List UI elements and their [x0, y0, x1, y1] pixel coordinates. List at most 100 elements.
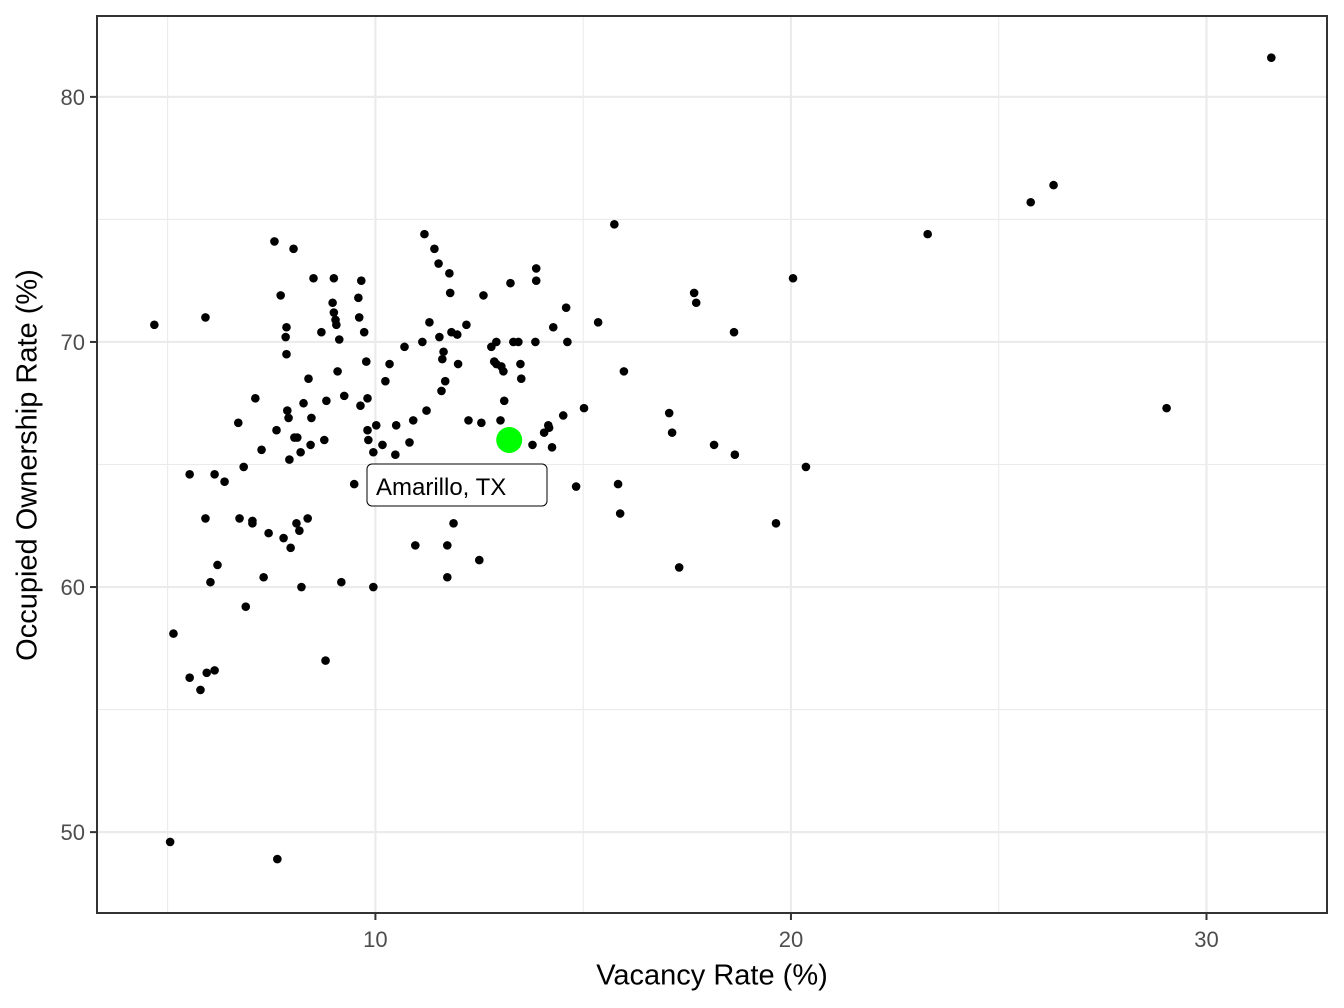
data-point	[437, 386, 446, 396]
data-point	[321, 656, 330, 665]
data-point	[297, 582, 306, 592]
label-box	[366, 463, 548, 507]
data-point	[251, 394, 260, 403]
data-point	[801, 462, 811, 472]
data-point	[492, 337, 501, 347]
y-axis-title: Occupied Ownership Rate (%)	[11, 269, 44, 661]
data-point	[206, 577, 215, 587]
data-point	[615, 509, 625, 518]
data-point	[1026, 197, 1036, 207]
data-point	[563, 337, 572, 347]
data-point	[307, 413, 316, 423]
data-point	[185, 470, 194, 479]
y-tick-label: 70	[61, 330, 85, 355]
data-point	[279, 533, 288, 543]
x-tick-label: 20	[779, 927, 803, 952]
data-point	[434, 259, 443, 268]
data-point	[571, 482, 581, 491]
data-point	[385, 359, 394, 369]
data-point	[363, 425, 372, 435]
data-point	[354, 293, 363, 303]
data-point	[516, 374, 526, 384]
data-point	[496, 416, 505, 425]
data-point	[418, 337, 427, 347]
data-point	[239, 462, 248, 472]
data-point	[528, 440, 537, 450]
data-point	[286, 543, 295, 553]
data-point	[445, 288, 455, 298]
data-point	[430, 244, 439, 254]
data-point	[282, 322, 291, 332]
data-point	[474, 555, 484, 565]
data-point	[462, 320, 471, 330]
data-point	[438, 354, 447, 364]
data-point	[281, 332, 290, 342]
data-point	[283, 406, 292, 415]
data-point	[531, 337, 540, 347]
data-point	[284, 413, 293, 423]
data-point	[548, 322, 558, 332]
data-point	[381, 376, 390, 386]
data-point	[422, 406, 431, 415]
data-point	[349, 479, 359, 489]
data-point	[443, 541, 452, 550]
data-point	[328, 298, 337, 308]
data-point	[285, 455, 294, 464]
highlight-label: Amarillo, TX	[366, 463, 548, 507]
data-point	[547, 443, 557, 452]
data-point	[709, 440, 719, 450]
plot-border	[96, 15, 1328, 914]
data-point	[664, 408, 674, 418]
data-point	[241, 602, 251, 611]
data-point	[304, 374, 313, 384]
data-point	[499, 367, 508, 376]
data-point	[593, 318, 603, 327]
data-point	[514, 337, 523, 347]
data-point	[359, 327, 369, 337]
data-point	[150, 320, 159, 330]
data-point	[259, 572, 268, 582]
data-point	[201, 313, 210, 322]
data-point	[619, 367, 629, 376]
data-point	[435, 332, 444, 342]
data-point	[270, 237, 279, 246]
y-tick-label: 60	[61, 575, 85, 600]
data-point	[391, 450, 400, 459]
data-point	[788, 273, 798, 283]
data-point	[220, 477, 229, 486]
data-point	[1049, 180, 1058, 190]
data-point	[339, 391, 349, 401]
data-point	[289, 244, 298, 254]
data-point	[210, 666, 219, 675]
data-point	[356, 276, 366, 285]
data-point	[165, 837, 175, 847]
data-point	[233, 418, 243, 428]
y-tick-label: 50	[61, 820, 85, 845]
data-point	[201, 514, 210, 523]
data-point	[320, 435, 329, 445]
data-point	[337, 577, 346, 587]
data-point	[202, 668, 212, 678]
data-point	[558, 411, 568, 420]
data-point	[400, 342, 409, 352]
data-point	[369, 582, 378, 592]
data-point	[440, 376, 450, 386]
data-point	[391, 420, 401, 430]
data-point	[452, 330, 462, 339]
data-point	[329, 308, 339, 317]
data-point	[674, 563, 684, 572]
data-point	[506, 278, 515, 288]
data-point	[309, 273, 318, 283]
data-point	[729, 327, 739, 337]
data-point	[369, 447, 378, 457]
data-point	[477, 418, 486, 428]
data-point	[363, 394, 372, 403]
data-point	[464, 416, 473, 425]
data-point	[296, 447, 305, 457]
highlight-point	[496, 426, 523, 453]
data-point	[516, 359, 525, 369]
data-point	[317, 327, 326, 337]
data-point	[169, 629, 178, 638]
data-point	[292, 519, 301, 528]
data-point	[1267, 53, 1276, 62]
